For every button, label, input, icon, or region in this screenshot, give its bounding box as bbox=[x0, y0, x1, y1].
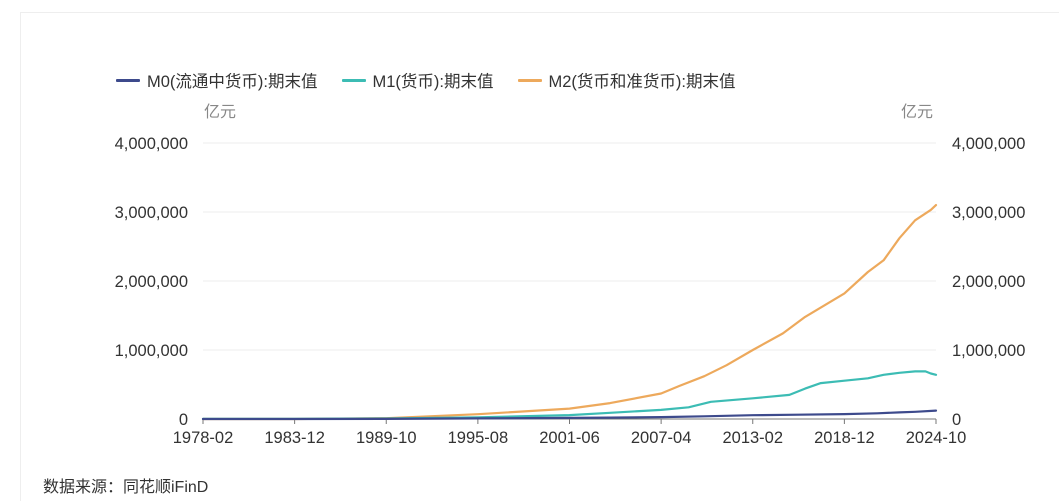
legend-item-m0[interactable]: M0(流通中货币):期末值 bbox=[116, 68, 318, 92]
legend-item-m1[interactable]: M1(货币):期末值 bbox=[341, 68, 494, 92]
left-axis-unit: 亿元 bbox=[204, 104, 237, 121]
series-line-m1 bbox=[201, 370, 938, 420]
chart-legend: M0(流通中货币):期末值 M1(货币):期末值 M2(货币和准货币):期末值 bbox=[116, 68, 760, 92]
x-tick-label: 2001-06 bbox=[539, 429, 600, 447]
legend-swatch-m1 bbox=[341, 78, 366, 82]
legend-label-m0: M0(流通中货币):期末值 bbox=[147, 73, 318, 91]
y-tick-label-right: 1,000,000 bbox=[952, 342, 1025, 360]
x-tick-label: 1978-02 bbox=[173, 429, 234, 447]
x-tick-label: 2024-10 bbox=[906, 429, 967, 447]
x-tick-label: 1989-10 bbox=[356, 429, 417, 447]
y-tick-label-right: 0 bbox=[952, 411, 961, 429]
x-tick-label: 2018-12 bbox=[814, 429, 875, 447]
y-tick-label-left: 2,000,000 bbox=[115, 273, 188, 291]
y-tick-label-right: 2,000,000 bbox=[952, 273, 1025, 291]
legend-swatch-m2 bbox=[517, 78, 542, 82]
series-line-m2 bbox=[201, 204, 938, 421]
y-tick-label-right: 4,000,000 bbox=[952, 135, 1025, 153]
legend-label-m1: M1(货币):期末值 bbox=[372, 73, 494, 91]
legend-item-m2[interactable]: M2(货币和准货币):期末值 bbox=[517, 68, 736, 92]
legend-swatch-m0 bbox=[116, 78, 140, 82]
x-tick-label: 1995-08 bbox=[448, 429, 509, 447]
legend-label-m2: M2(货币和准货币):期末值 bbox=[548, 73, 736, 91]
y-tick-label-left: 0 bbox=[179, 411, 188, 429]
x-tick-label: 2007-04 bbox=[631, 429, 692, 447]
right-axis-unit: 亿元 bbox=[901, 104, 934, 121]
y-tick-label-left: 4,000,000 bbox=[115, 135, 188, 153]
y-tick-label-left: 3,000,000 bbox=[115, 204, 188, 222]
x-tick-label: 1983-12 bbox=[264, 429, 325, 447]
series-line-m0 bbox=[201, 409, 938, 421]
y-tick-label-left: 1,000,000 bbox=[115, 342, 188, 360]
x-tick-label: 2013-02 bbox=[722, 429, 783, 447]
data-source-note: 数据来源：同花顺iFinD bbox=[43, 479, 209, 496]
y-tick-label-right: 3,000,000 bbox=[952, 204, 1025, 222]
